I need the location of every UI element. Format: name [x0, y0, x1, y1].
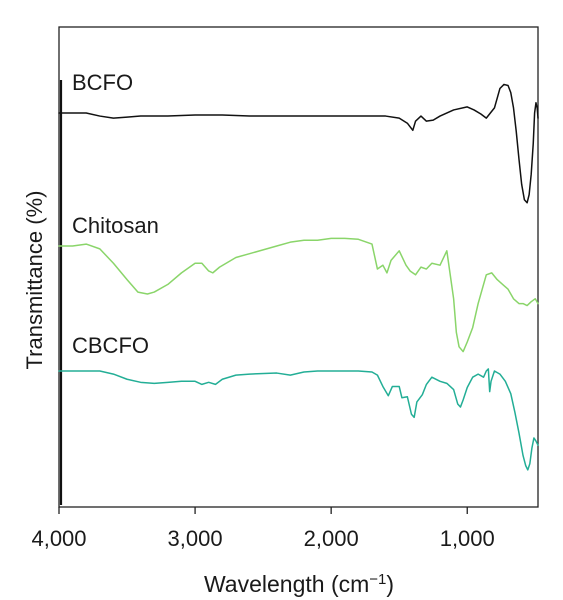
- series-line-bcfo: [58, 83, 539, 204]
- plot-frame: [58, 26, 539, 508]
- x-tick-label: 4,000: [31, 526, 86, 551]
- series-line-chitosan: [58, 237, 539, 353]
- x-axis-title-main: Wavelength (cm: [204, 571, 369, 597]
- x-tick-label: 1,000: [440, 526, 495, 551]
- x-axis-title-superscript: −1: [369, 571, 386, 588]
- x-axis-title: Wavelength (cm−1): [204, 571, 394, 597]
- y-axis-title: Transmittance (%): [22, 191, 47, 370]
- x-tick-label: 2,000: [304, 526, 359, 551]
- x-tick-label: 3,000: [168, 526, 223, 551]
- series-layer: [58, 83, 539, 471]
- series-line-cbcfo: [58, 368, 539, 471]
- series-label-bcfo: BCFO: [72, 70, 133, 95]
- x-axis-title-suffix: ): [386, 571, 394, 597]
- x-axis-ticks: 4,000 3,000 2,000 1,000: [31, 507, 495, 551]
- series-label-cbcfo: CBCFO: [72, 333, 149, 358]
- series-label-chitosan: Chitosan: [72, 213, 159, 238]
